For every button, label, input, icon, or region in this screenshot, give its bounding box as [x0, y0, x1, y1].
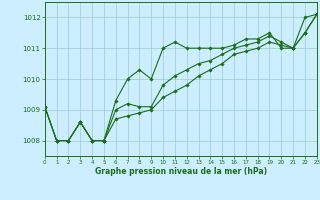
X-axis label: Graphe pression niveau de la mer (hPa): Graphe pression niveau de la mer (hPa) — [95, 167, 267, 176]
